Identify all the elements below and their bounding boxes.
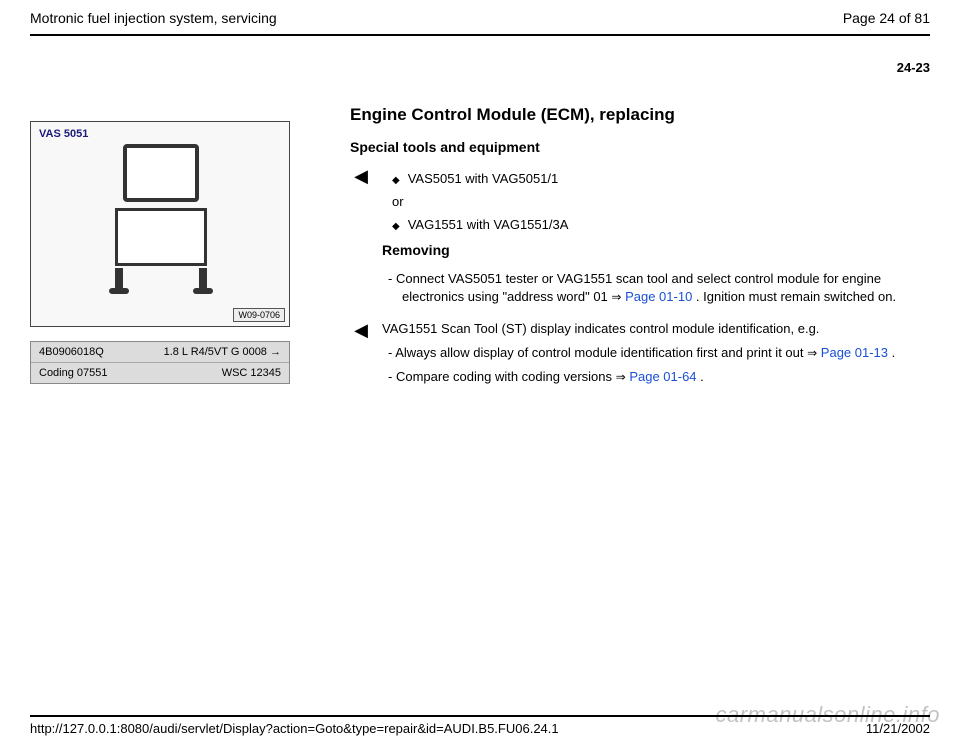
panel-bot-right: WSC 12345 bbox=[222, 367, 281, 379]
or-text: or bbox=[392, 194, 930, 209]
footer-url: http://127.0.0.1:8080/audi/servlet/Displ… bbox=[30, 721, 559, 736]
footer-date: 11/21/2002 bbox=[866, 721, 930, 736]
page-link[interactable]: Page 01-64 bbox=[629, 369, 696, 384]
tools-heading: Special tools and equipment bbox=[350, 139, 930, 155]
figure-vas5051: VAS 5051 W09-0706 bbox=[30, 121, 290, 327]
device-illustration bbox=[115, 144, 207, 286]
arrow-right-icon: → bbox=[270, 346, 281, 358]
removing-step: Connect VAS5051 tester or VAG1551 scan t… bbox=[388, 270, 930, 305]
figure-label: VAS 5051 bbox=[39, 128, 88, 140]
panel-top-left: 4B0906018Q bbox=[39, 346, 104, 358]
doc-title: Motronic fuel injection system, servicin… bbox=[30, 10, 277, 26]
page-of: Page 24 of 81 bbox=[843, 10, 930, 26]
link-arrow-icon: ⇒ bbox=[807, 346, 817, 360]
scan-step: Always allow display of control module i… bbox=[388, 344, 930, 362]
scan-step: Compare coding with coding versions ⇒ Pa… bbox=[388, 368, 930, 386]
tool-item: VAS5051 with VAG5051/1 bbox=[392, 171, 930, 186]
pointer-icon: ◀ bbox=[350, 167, 368, 185]
figure-tag: W09-0706 bbox=[233, 308, 285, 322]
page-number: 24-23 bbox=[30, 60, 930, 75]
link-arrow-icon: ⇒ bbox=[616, 370, 626, 384]
panel-top-right: 1.8 L R4/5VT G 0008 bbox=[164, 346, 267, 358]
scan-display-panel: 4B0906018Q 1.8 L R4/5VT G 0008 → Coding … bbox=[30, 341, 290, 384]
removing-heading: Removing bbox=[382, 242, 930, 258]
link-arrow-icon: ⇒ bbox=[611, 290, 621, 304]
scan-intro: VAG1551 Scan Tool (ST) display indicates… bbox=[382, 321, 930, 336]
page-link[interactable]: Page 01-10 bbox=[625, 289, 692, 304]
panel-bot-left: Coding 07551 bbox=[39, 367, 108, 379]
section-title: Engine Control Module (ECM), replacing bbox=[350, 105, 930, 125]
header-rule bbox=[30, 34, 930, 36]
page-link[interactable]: Page 01-13 bbox=[821, 345, 888, 360]
pointer-icon: ◀ bbox=[350, 321, 368, 339]
tool-item: VAG1551 with VAG1551/3A bbox=[392, 217, 930, 232]
